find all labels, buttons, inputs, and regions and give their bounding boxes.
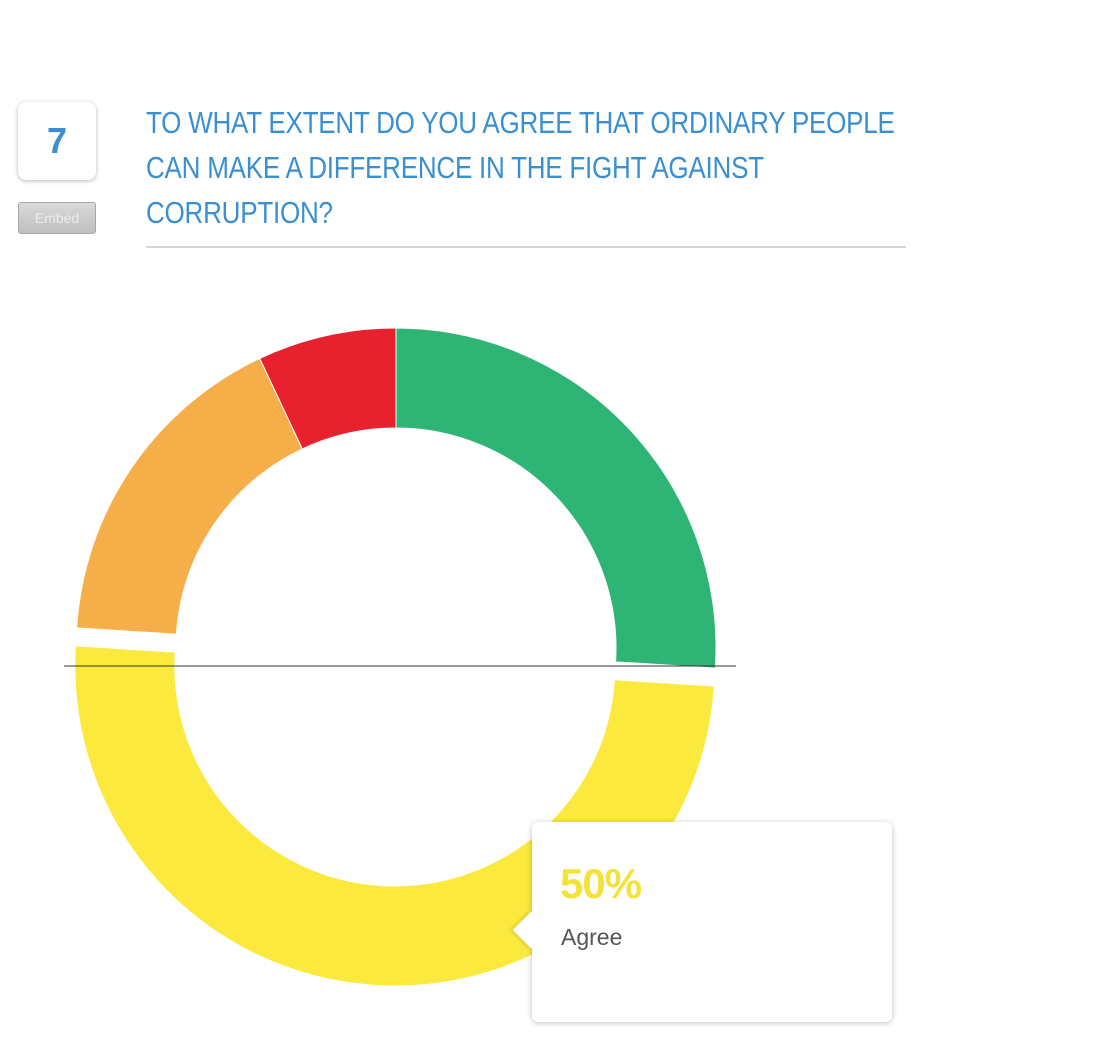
slice-strongly-agree[interactable] bbox=[395, 327, 717, 669]
tooltip-value: 50% bbox=[560, 860, 642, 907]
chart-tooltip: 50% Agree bbox=[512, 822, 892, 1022]
question-number: 7 bbox=[46, 120, 68, 161]
tooltip-label: Agree bbox=[561, 924, 623, 950]
title-divider bbox=[146, 246, 906, 248]
question-title: TO WHAT EXTENT DO YOU AGREE THAT ORDINAR… bbox=[146, 105, 895, 230]
embed-button[interactable]: Embed bbox=[18, 202, 96, 234]
slice-disagree[interactable] bbox=[76, 357, 303, 635]
slice-strongly-disagree[interactable] bbox=[259, 327, 397, 450]
donut-slices bbox=[74, 327, 717, 987]
tooltip-body: 50% Agree bbox=[532, 822, 892, 1022]
question-number-badge: 7 bbox=[18, 102, 96, 180]
